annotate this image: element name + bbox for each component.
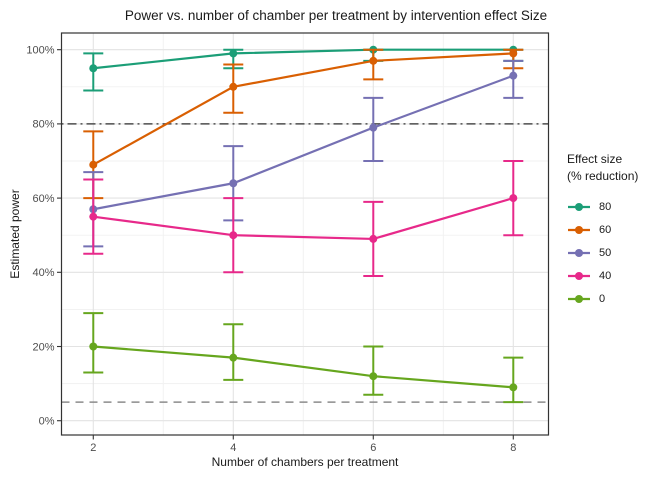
legend-label: 0: [599, 292, 606, 305]
y-tick-label: 60%: [32, 193, 54, 205]
y-tick-label: 80%: [32, 119, 54, 131]
legend-key-point: [575, 271, 583, 280]
legend-entry-50: 50: [567, 241, 638, 264]
legend-entries: 80 60 50 40 0: [567, 195, 638, 310]
x-tick-label: 8: [510, 442, 516, 454]
data-point: [369, 372, 378, 381]
legend-title-line1: Effect size: [567, 152, 623, 166]
chart-title: Power vs. number of chamber per treatmen…: [124, 8, 548, 23]
data-point: [369, 56, 378, 65]
data-point: [229, 353, 238, 362]
data-point: [89, 64, 98, 73]
series-line: [92, 52, 514, 166]
legend-label: 80: [599, 200, 612, 213]
data-point: [509, 71, 518, 80]
legend-label: 40: [599, 269, 612, 282]
x-tick-label: 4: [230, 442, 236, 454]
legend-key-icon: [568, 248, 590, 257]
x-tick-label: 2: [90, 442, 96, 454]
data-point: [509, 49, 518, 58]
legend-key-icon: [568, 271, 590, 280]
data-point: [229, 179, 238, 188]
legend-entry-80: 80: [567, 195, 638, 218]
data-point: [369, 123, 378, 132]
legend-key-icon: [568, 202, 590, 211]
x-axis-title: Number of chambers per treatment: [211, 455, 399, 469]
legend-key-icon: [568, 294, 590, 303]
x-tick-label: 6: [370, 442, 376, 454]
legend-entry-60: 60: [567, 218, 638, 241]
legend-key-point: [575, 202, 583, 211]
legend-title-line2: (% reduction): [567, 169, 639, 183]
series-line: [93, 74, 514, 211]
legend-entry-40: 40: [567, 264, 638, 287]
data-point: [369, 234, 378, 243]
data-point: [229, 49, 238, 58]
data-point: [89, 212, 98, 221]
legend-label: 50: [599, 246, 612, 259]
data-point: [229, 82, 238, 91]
y-tick-label: 100%: [26, 44, 54, 56]
legend-title: Effect size (% reduction): [567, 151, 638, 185]
legend-entry-0: 0: [567, 287, 638, 310]
y-tick-label: 20%: [32, 341, 54, 353]
y-tick-label: 40%: [32, 267, 54, 279]
data-point: [229, 231, 238, 240]
data-point: [509, 194, 518, 203]
series-0: [83, 312, 524, 404]
series-line: [93, 197, 514, 241]
legend-key-point: [575, 248, 583, 257]
plot-panel: [61, 33, 549, 435]
legend-label: 60: [599, 223, 612, 236]
data-point: [509, 383, 518, 392]
series-line: [93, 345, 514, 389]
legend: Effect size (% reduction) 80 60 50 40 0: [567, 151, 638, 310]
data-point: [89, 342, 98, 351]
series-line: [93, 48, 514, 70]
data-point: [89, 160, 98, 169]
panel-border: [60, 32, 550, 436]
y-axis-title: Estimated power: [8, 189, 22, 279]
legend-key-point: [575, 294, 583, 303]
y-tick-label: 0%: [39, 416, 55, 428]
series-60: [83, 48, 524, 200]
series-40: [83, 160, 524, 278]
legend-key-icon: [568, 225, 590, 234]
legend-key-point: [575, 225, 583, 234]
